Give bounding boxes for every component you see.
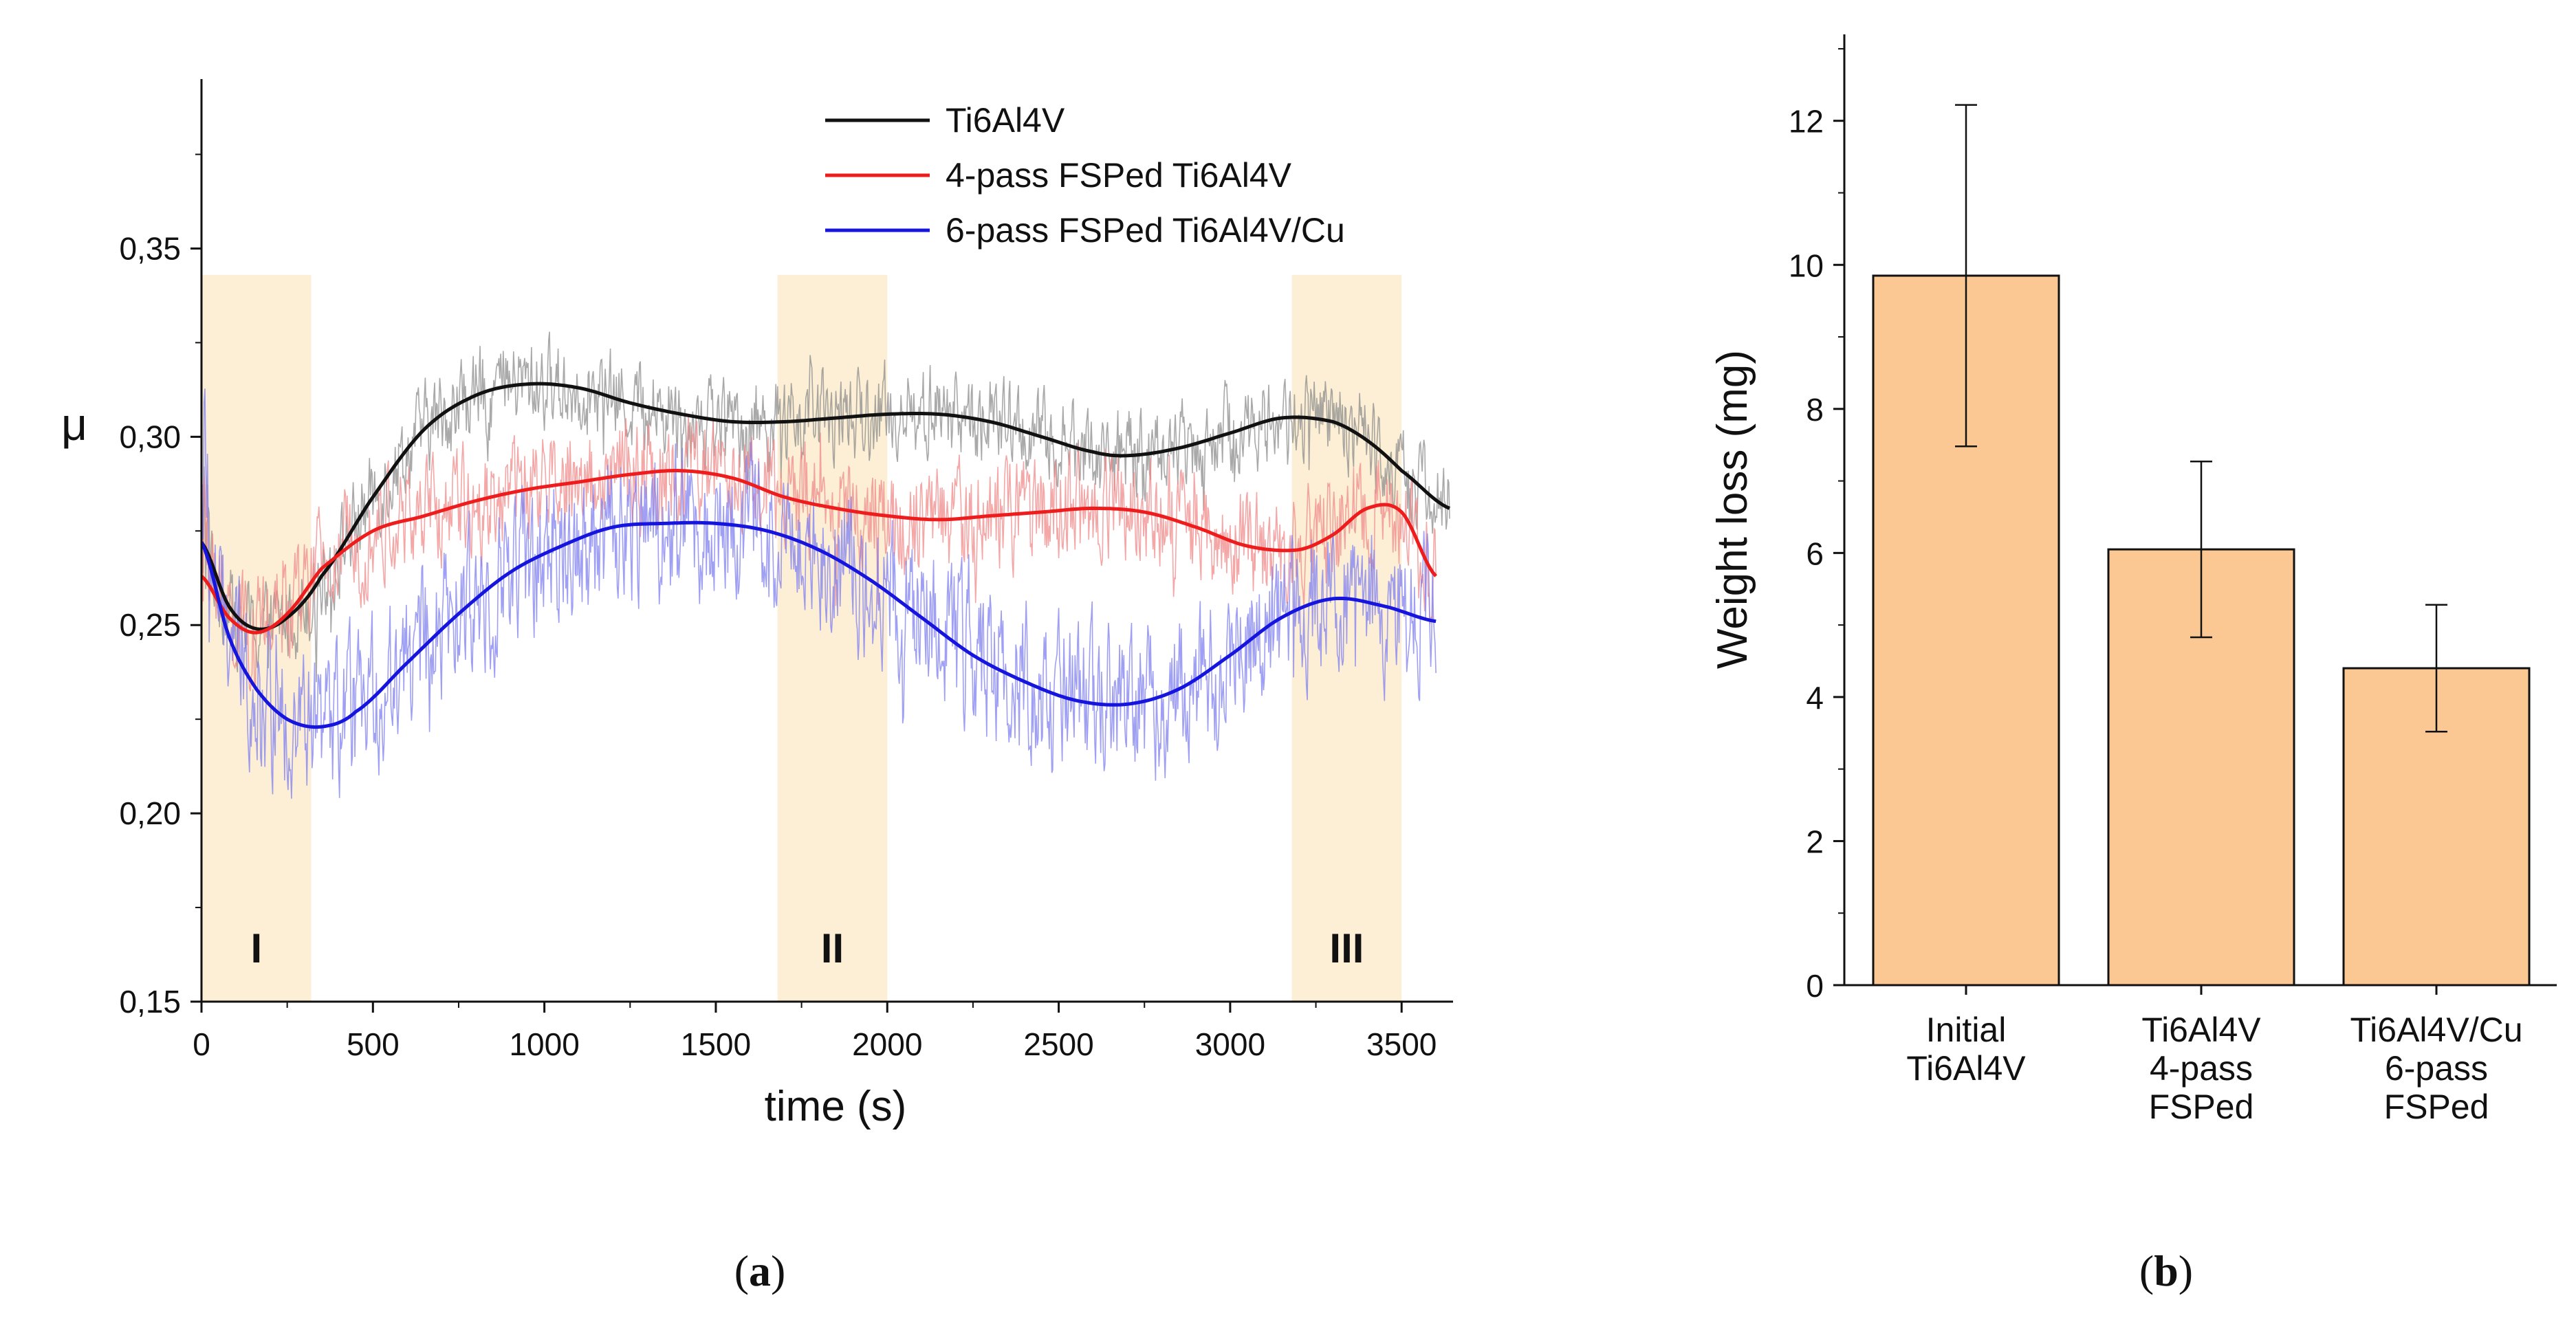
x-tick-label: 2500 — [1023, 1026, 1093, 1062]
category-label-line: 6-pass — [2385, 1049, 2488, 1088]
legend-label: 6-pass FSPed Ti6Al4V/Cu — [946, 211, 1345, 250]
y-tick-label: 12 — [1789, 104, 1824, 140]
raw-trace-2 — [201, 413, 1437, 692]
y-ticks: 0,15 0,20 0,25 0,30 0,35 — [119, 153, 201, 1020]
x-tick-label: 1500 — [681, 1026, 751, 1062]
y-tick-label: 2 — [1806, 824, 1824, 859]
legend-item-1: Ti6Al4V — [825, 101, 1065, 140]
y-tick-label: 8 — [1806, 392, 1824, 428]
y-tick-label: 6 — [1806, 536, 1824, 571]
fitted-curves-layer — [201, 382, 1451, 729]
category-label-line: Ti6Al4V — [2141, 1011, 2261, 1049]
y-tick-label: 0,25 — [119, 607, 181, 643]
fit-curve-1 — [201, 382, 1451, 631]
x-axis-label: time (s) — [765, 1083, 907, 1130]
fit-curve-2 — [201, 469, 1438, 635]
highlight-regions — [201, 274, 1402, 1002]
y-tick-label: 0,30 — [119, 419, 181, 454]
legend-item-3: 6-pass FSPed Ti6Al4V/Cu — [825, 211, 1345, 250]
y-axis-label: Weight loss (mg) — [1709, 350, 1756, 669]
region-label: II — [821, 925, 844, 971]
category-label-line: 4-pass — [2150, 1049, 2253, 1088]
x-tick-label: 1000 — [509, 1026, 579, 1062]
y-axis-label: μ — [61, 399, 87, 450]
legend-label: 4-pass FSPed Ti6Al4V — [946, 156, 1292, 195]
error-bar-1 — [1955, 104, 1977, 448]
x-tick-label: 3000 — [1195, 1026, 1265, 1062]
error-bars — [1955, 104, 2447, 733]
y-tick-label: 10 — [1789, 247, 1824, 283]
error-bar-2 — [2190, 461, 2212, 639]
y-tick-label: 0,35 — [119, 230, 181, 266]
region-labels: I II III — [250, 925, 1364, 971]
panel-letter-a: a — [749, 1246, 771, 1295]
y-tick-label: 4 — [1806, 680, 1824, 716]
x-tick-label: 0 — [193, 1026, 210, 1062]
x-tick-label: 3500 — [1366, 1026, 1437, 1062]
category-label-line: Ti6Al4V — [1906, 1049, 2026, 1088]
x-tick-label: 2000 — [852, 1026, 922, 1062]
y-tick-label: 0 — [1806, 968, 1824, 1004]
legend-label: Ti6Al4V — [946, 101, 1065, 140]
panel-caption-b: (b) — [2139, 1246, 2193, 1295]
error-bar-3 — [2425, 604, 2447, 733]
region-label: I — [250, 925, 262, 971]
category-label-line: Ti6Al4V/Cu — [2350, 1011, 2522, 1049]
category-label-line: FSPed — [2384, 1088, 2489, 1126]
friction-line-chart: I II III 0 500 1000 1500 2000 2500 3000 3500 0,15… — [61, 79, 1453, 1130]
region-ii-band — [777, 274, 888, 1002]
panel-caption-a: (a) — [734, 1246, 786, 1295]
category-label-line: FSPed — [2149, 1088, 2254, 1126]
panel-letter-b: b — [2154, 1246, 2179, 1295]
y-tick-label: 0,15 — [119, 984, 181, 1020]
legend-item-2: 4-pass FSPed Ti6Al4V — [825, 156, 1292, 195]
x-ticks: 0 500 1000 1500 2000 2500 3000 3500 — [193, 1002, 1437, 1062]
category-label-line: Initial — [1926, 1011, 2007, 1049]
y-ticks: 0 2 4 6 8 10 12 — [1789, 47, 1844, 1004]
fit-curve-3 — [201, 520, 1437, 729]
raw-trace-3 — [201, 388, 1437, 799]
category-labels: InitialTi6Al4VTi6Al4V4-passFSPedTi6Al4V/… — [1906, 985, 2523, 1126]
legend: Ti6Al4V 4-pass FSPed Ti6Al4V 6-pass FSPed … — [825, 101, 1345, 250]
y-tick-label: 0,20 — [119, 795, 181, 831]
axes-a — [200, 79, 1453, 1003]
region-label: III — [1329, 925, 1364, 971]
x-tick-label: 500 — [347, 1026, 400, 1062]
